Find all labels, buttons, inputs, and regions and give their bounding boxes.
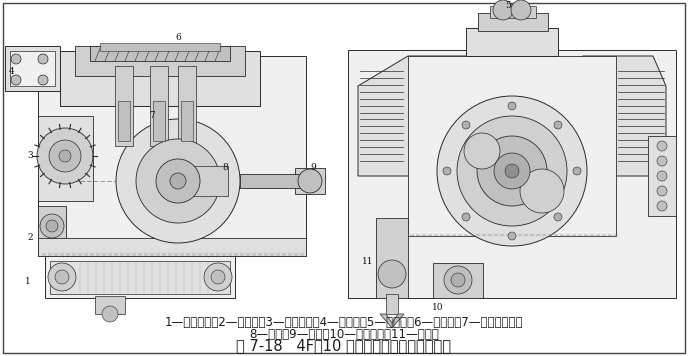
Bar: [240, 174, 300, 188]
Circle shape: [48, 263, 76, 291]
Circle shape: [437, 96, 587, 246]
Text: 5: 5: [505, 1, 511, 10]
Circle shape: [40, 214, 64, 238]
Circle shape: [49, 140, 81, 172]
Circle shape: [511, 0, 531, 20]
Circle shape: [657, 186, 667, 196]
Bar: [490, 6, 536, 18]
Text: 10: 10: [432, 304, 444, 313]
Bar: [5, 46, 60, 91]
Text: 8—曲轴；9—轴封；10—油面视窗；11—排气阀: 8—曲轴；9—轴封；10—油面视窗；11—排气阀: [249, 328, 439, 340]
Bar: [75, 46, 245, 76]
Text: 图 7-18   4F－10 型氟利昂制冷压缩机结构图: 图 7-18 4F－10 型氟利昂制冷压缩机结构图: [237, 339, 451, 354]
Circle shape: [657, 141, 667, 151]
Circle shape: [657, 171, 667, 181]
Circle shape: [11, 54, 21, 64]
Bar: [95, 296, 125, 314]
Bar: [376, 218, 408, 298]
Circle shape: [46, 220, 58, 232]
Circle shape: [444, 266, 472, 294]
Circle shape: [508, 102, 516, 110]
Bar: [115, 66, 133, 146]
Bar: [38, 238, 306, 256]
Circle shape: [116, 119, 240, 243]
Bar: [38, 206, 66, 246]
Text: 7: 7: [149, 111, 155, 120]
Text: 11: 11: [363, 257, 374, 266]
Bar: [181, 101, 193, 141]
Bar: [90, 46, 230, 61]
Text: 9: 9: [310, 163, 316, 173]
Bar: [433, 263, 483, 298]
Text: 6: 6: [175, 33, 181, 42]
Text: 2: 2: [28, 234, 33, 242]
Circle shape: [156, 159, 200, 203]
Circle shape: [505, 164, 519, 178]
Bar: [153, 101, 165, 141]
Circle shape: [55, 270, 69, 284]
Circle shape: [494, 153, 530, 189]
Polygon shape: [528, 56, 666, 176]
Text: 3: 3: [28, 152, 33, 161]
Bar: [466, 28, 558, 56]
Circle shape: [38, 75, 48, 85]
Circle shape: [477, 136, 547, 206]
Circle shape: [554, 121, 562, 129]
Circle shape: [136, 139, 220, 223]
Circle shape: [59, 150, 71, 162]
Polygon shape: [380, 314, 404, 328]
Bar: [100, 43, 220, 51]
Circle shape: [378, 260, 406, 288]
Bar: [50, 261, 230, 294]
Circle shape: [462, 213, 470, 221]
Circle shape: [657, 201, 667, 211]
Circle shape: [38, 54, 48, 64]
Circle shape: [462, 121, 470, 129]
Circle shape: [443, 167, 451, 175]
Text: 1: 1: [25, 277, 31, 286]
Circle shape: [102, 306, 118, 322]
Text: 1—油过滤器；2—曲轴箱；3—齿轮油泵；4—汽缸体；5—吸气阀；6—阀板组；7—连杆活塞组；: 1—油过滤器；2—曲轴箱；3—齿轮油泵；4—汽缸体；5—吸气阀；6—阀板组；7—…: [164, 315, 524, 329]
Bar: [150, 66, 168, 146]
Bar: [478, 13, 548, 31]
Circle shape: [170, 173, 186, 189]
Bar: [38, 116, 93, 201]
Bar: [178, 166, 228, 196]
Bar: [386, 294, 398, 314]
Circle shape: [11, 75, 21, 85]
Circle shape: [554, 213, 562, 221]
Bar: [60, 51, 260, 106]
Bar: [45, 256, 235, 298]
Text: 8: 8: [222, 163, 228, 173]
Circle shape: [657, 156, 667, 166]
Circle shape: [298, 169, 322, 193]
Circle shape: [211, 270, 225, 284]
Bar: [118, 101, 130, 141]
Bar: [10, 51, 55, 86]
Bar: [178, 66, 196, 146]
Text: 4: 4: [9, 67, 15, 75]
Bar: [408, 56, 616, 236]
Bar: [648, 136, 676, 216]
Circle shape: [573, 167, 581, 175]
Circle shape: [451, 273, 465, 287]
Circle shape: [508, 232, 516, 240]
Bar: [38, 56, 306, 256]
Bar: [295, 168, 325, 194]
Circle shape: [37, 128, 93, 184]
Polygon shape: [358, 56, 503, 176]
Circle shape: [464, 133, 500, 169]
Circle shape: [493, 0, 513, 20]
Circle shape: [520, 169, 564, 213]
Circle shape: [457, 116, 567, 226]
Circle shape: [204, 263, 232, 291]
Bar: [348, 50, 676, 298]
